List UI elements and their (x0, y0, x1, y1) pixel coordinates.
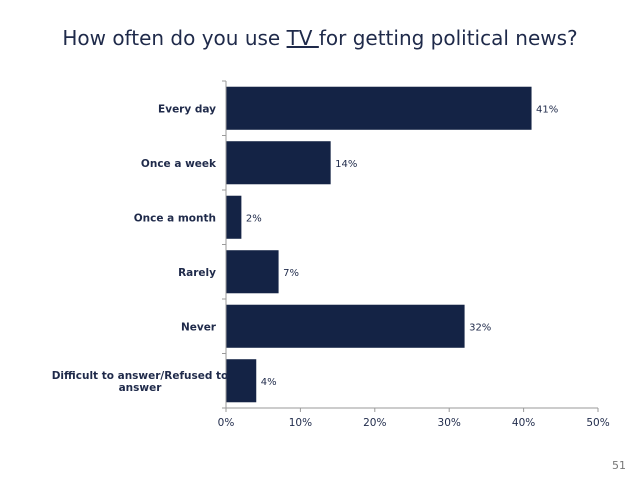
data-label: 14% (335, 159, 357, 170)
title-prefix: How often do you use (62, 26, 287, 50)
bar (226, 250, 279, 294)
data-label: 41% (536, 104, 558, 115)
category-label: Never (181, 321, 217, 333)
bar (226, 86, 532, 130)
data-label: 4% (261, 377, 277, 388)
page-number: 51 (612, 459, 626, 472)
data-label: 2% (246, 213, 262, 224)
x-tick-label: 20% (363, 417, 386, 429)
bar (226, 195, 242, 239)
title-emphasis: TV (286, 26, 319, 50)
x-tick-label: 10% (289, 417, 312, 429)
x-tick-label: 0% (218, 417, 235, 429)
bar (226, 304, 465, 348)
data-label: 32% (469, 322, 491, 333)
x-tick-label: 50% (586, 417, 609, 429)
category-label: Every day (158, 103, 216, 115)
title-suffix: for getting political news? (318, 26, 578, 50)
category-label: Once a week (141, 158, 217, 170)
category-label: Once a month (134, 212, 216, 224)
bar (226, 359, 257, 403)
bar (226, 141, 331, 185)
x-tick-label: 30% (438, 417, 461, 429)
category-label: Difficult to answer/Refused to answer (52, 370, 229, 394)
x-tick-label: 40% (512, 417, 535, 429)
chart-title: How often do you use TV for getting poli… (0, 26, 640, 50)
category-label: Rarely (178, 267, 216, 279)
data-label: 7% (283, 268, 299, 279)
